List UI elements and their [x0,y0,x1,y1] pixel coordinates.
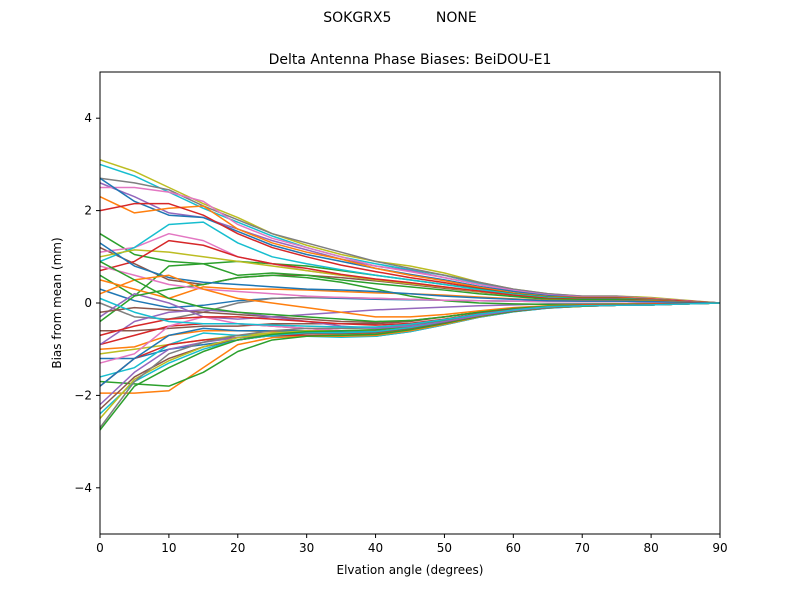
x-tick-label: 20 [230,541,245,555]
x-tick-label: 30 [299,541,314,555]
y-tick-label: −2 [74,388,92,402]
x-tick-label: 60 [506,541,521,555]
y-axis-ticks: −4 −2 0 2 4 [74,111,100,495]
series-layer [99,159,721,431]
plot-area-frame [99,71,721,535]
series-line-39 [99,242,721,304]
y-tick-label: 0 [84,296,92,310]
chart-title: Delta Antenna Phase Biases: BeiDOU-E1 [269,52,552,68]
figure-suptitle: SOKGRX5 NONE [323,10,477,26]
x-tick-label: 50 [437,541,452,555]
x-axis-ticks: 0 10 20 30 40 50 60 70 80 90 [96,534,728,555]
x-axis-label: Elvation angle (degrees) [337,563,484,577]
x-tick-label: 90 [712,541,727,555]
x-tick-label: 40 [368,541,383,555]
y-tick-label: −4 [74,481,92,495]
x-tick-label: 80 [643,541,658,555]
series-line-15 [99,262,721,304]
y-axis-label: Bias from mean (mm) [50,237,64,368]
x-tick-label: 10 [161,541,176,555]
x-tick-label: 70 [575,541,590,555]
series-line-45 [99,297,721,328]
x-tick-label: 0 [96,541,104,555]
y-tick-label: 4 [84,111,92,125]
y-tick-label: 2 [84,204,92,218]
series-line-13 [99,249,721,304]
